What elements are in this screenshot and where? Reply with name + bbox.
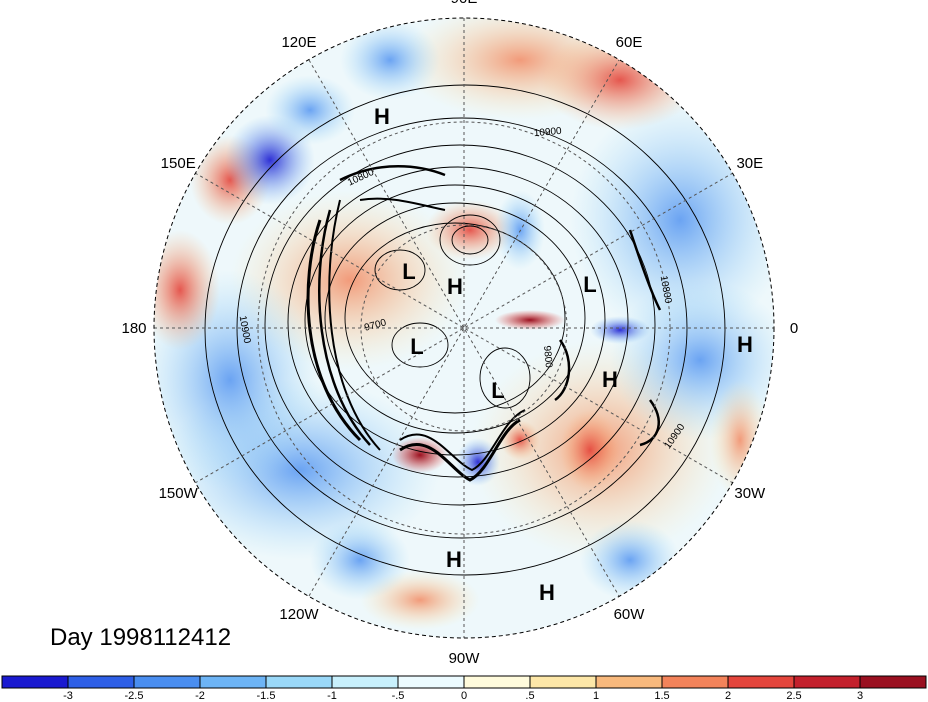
longitude-label: 60W	[614, 606, 646, 623]
colorbar-swatch	[662, 676, 729, 688]
colorbar-tick-label: -.5	[392, 690, 405, 702]
map-boundary	[153, 17, 775, 639]
colorbar-tick-label: -1	[327, 690, 337, 702]
colorbar-tick-label: 0	[461, 690, 467, 702]
low-pressure-label: L	[583, 272, 596, 297]
contour-value-label: 9800	[541, 345, 554, 369]
colorbar-tick-label: 1	[593, 690, 599, 702]
colorbar-swatch	[860, 676, 927, 688]
contour-value-label: 10800	[658, 275, 674, 305]
longitude-label: 60E	[616, 34, 643, 51]
longitude-label: 180	[121, 320, 146, 337]
graticule	[154, 18, 774, 638]
pressure-center-labels: H L H L L L H H H H	[374, 104, 753, 605]
colorbar-tick-label: 2.5	[786, 690, 801, 702]
low-pressure-label: L	[402, 259, 415, 284]
longitude-labels: 90E 60E 30E 0 30W 60W 90W 120W 150W 180 150E 120E	[121, 0, 798, 667]
colorbar: -3 -2.5 -2 -1.5 -1 -.5 0 .5 1 1.5 2 2.5 3	[1, 675, 927, 702]
colorbar-swatch	[530, 676, 597, 688]
low-pressure-label: L	[491, 378, 504, 403]
longitude-label: 90W	[449, 650, 481, 667]
contour-value-label: 10900	[533, 126, 562, 139]
colorbar-swatch	[728, 676, 795, 688]
colorbar-swatch	[2, 676, 69, 688]
colorbar-swatch	[794, 676, 861, 688]
low-pressure-label: L	[410, 334, 423, 359]
high-pressure-label: H	[374, 104, 390, 129]
day-label: Day 1998112412	[50, 624, 231, 651]
longitude-label: 150W	[159, 485, 199, 502]
colorbar-tick-label: -3	[63, 690, 73, 702]
colorbar-tick-label: .5	[525, 690, 534, 702]
height-contours	[204, 84, 726, 576]
high-pressure-label: H	[539, 580, 555, 605]
colorbar-tick-label: -2	[195, 690, 205, 702]
longitude-label: 120E	[281, 34, 316, 51]
colorbar-swatch	[68, 676, 135, 688]
longitude-label: 30E	[736, 155, 763, 172]
longitude-label: 150E	[161, 155, 196, 172]
colorbar-swatch	[596, 676, 663, 688]
colorbar-tick-label: -2.5	[125, 690, 144, 702]
longitude-label: 120W	[279, 606, 319, 623]
colorbar-swatch	[266, 676, 333, 688]
colorbar-tick-label: 2	[725, 690, 731, 702]
high-pressure-label: H	[737, 332, 753, 357]
high-pressure-label: H	[446, 547, 462, 572]
longitude-label: 90E	[451, 0, 478, 7]
colorbar-swatch	[332, 676, 399, 688]
colorbar-swatch	[134, 676, 201, 688]
colorbar-swatch	[464, 676, 531, 688]
longitude-label: 0	[790, 320, 798, 337]
longitude-label: 30W	[734, 485, 766, 502]
colorbar-tick-label: -1.5	[257, 690, 276, 702]
high-pressure-label: H	[602, 367, 618, 392]
colorbar-swatch	[398, 676, 465, 688]
contour-value-label: 10900	[237, 315, 253, 345]
colorbar-swatch	[200, 676, 267, 688]
colorbar-tick-label: 3	[857, 690, 863, 702]
colorbar-tick-label: 1.5	[654, 690, 669, 702]
high-pressure-label: H	[447, 274, 463, 299]
